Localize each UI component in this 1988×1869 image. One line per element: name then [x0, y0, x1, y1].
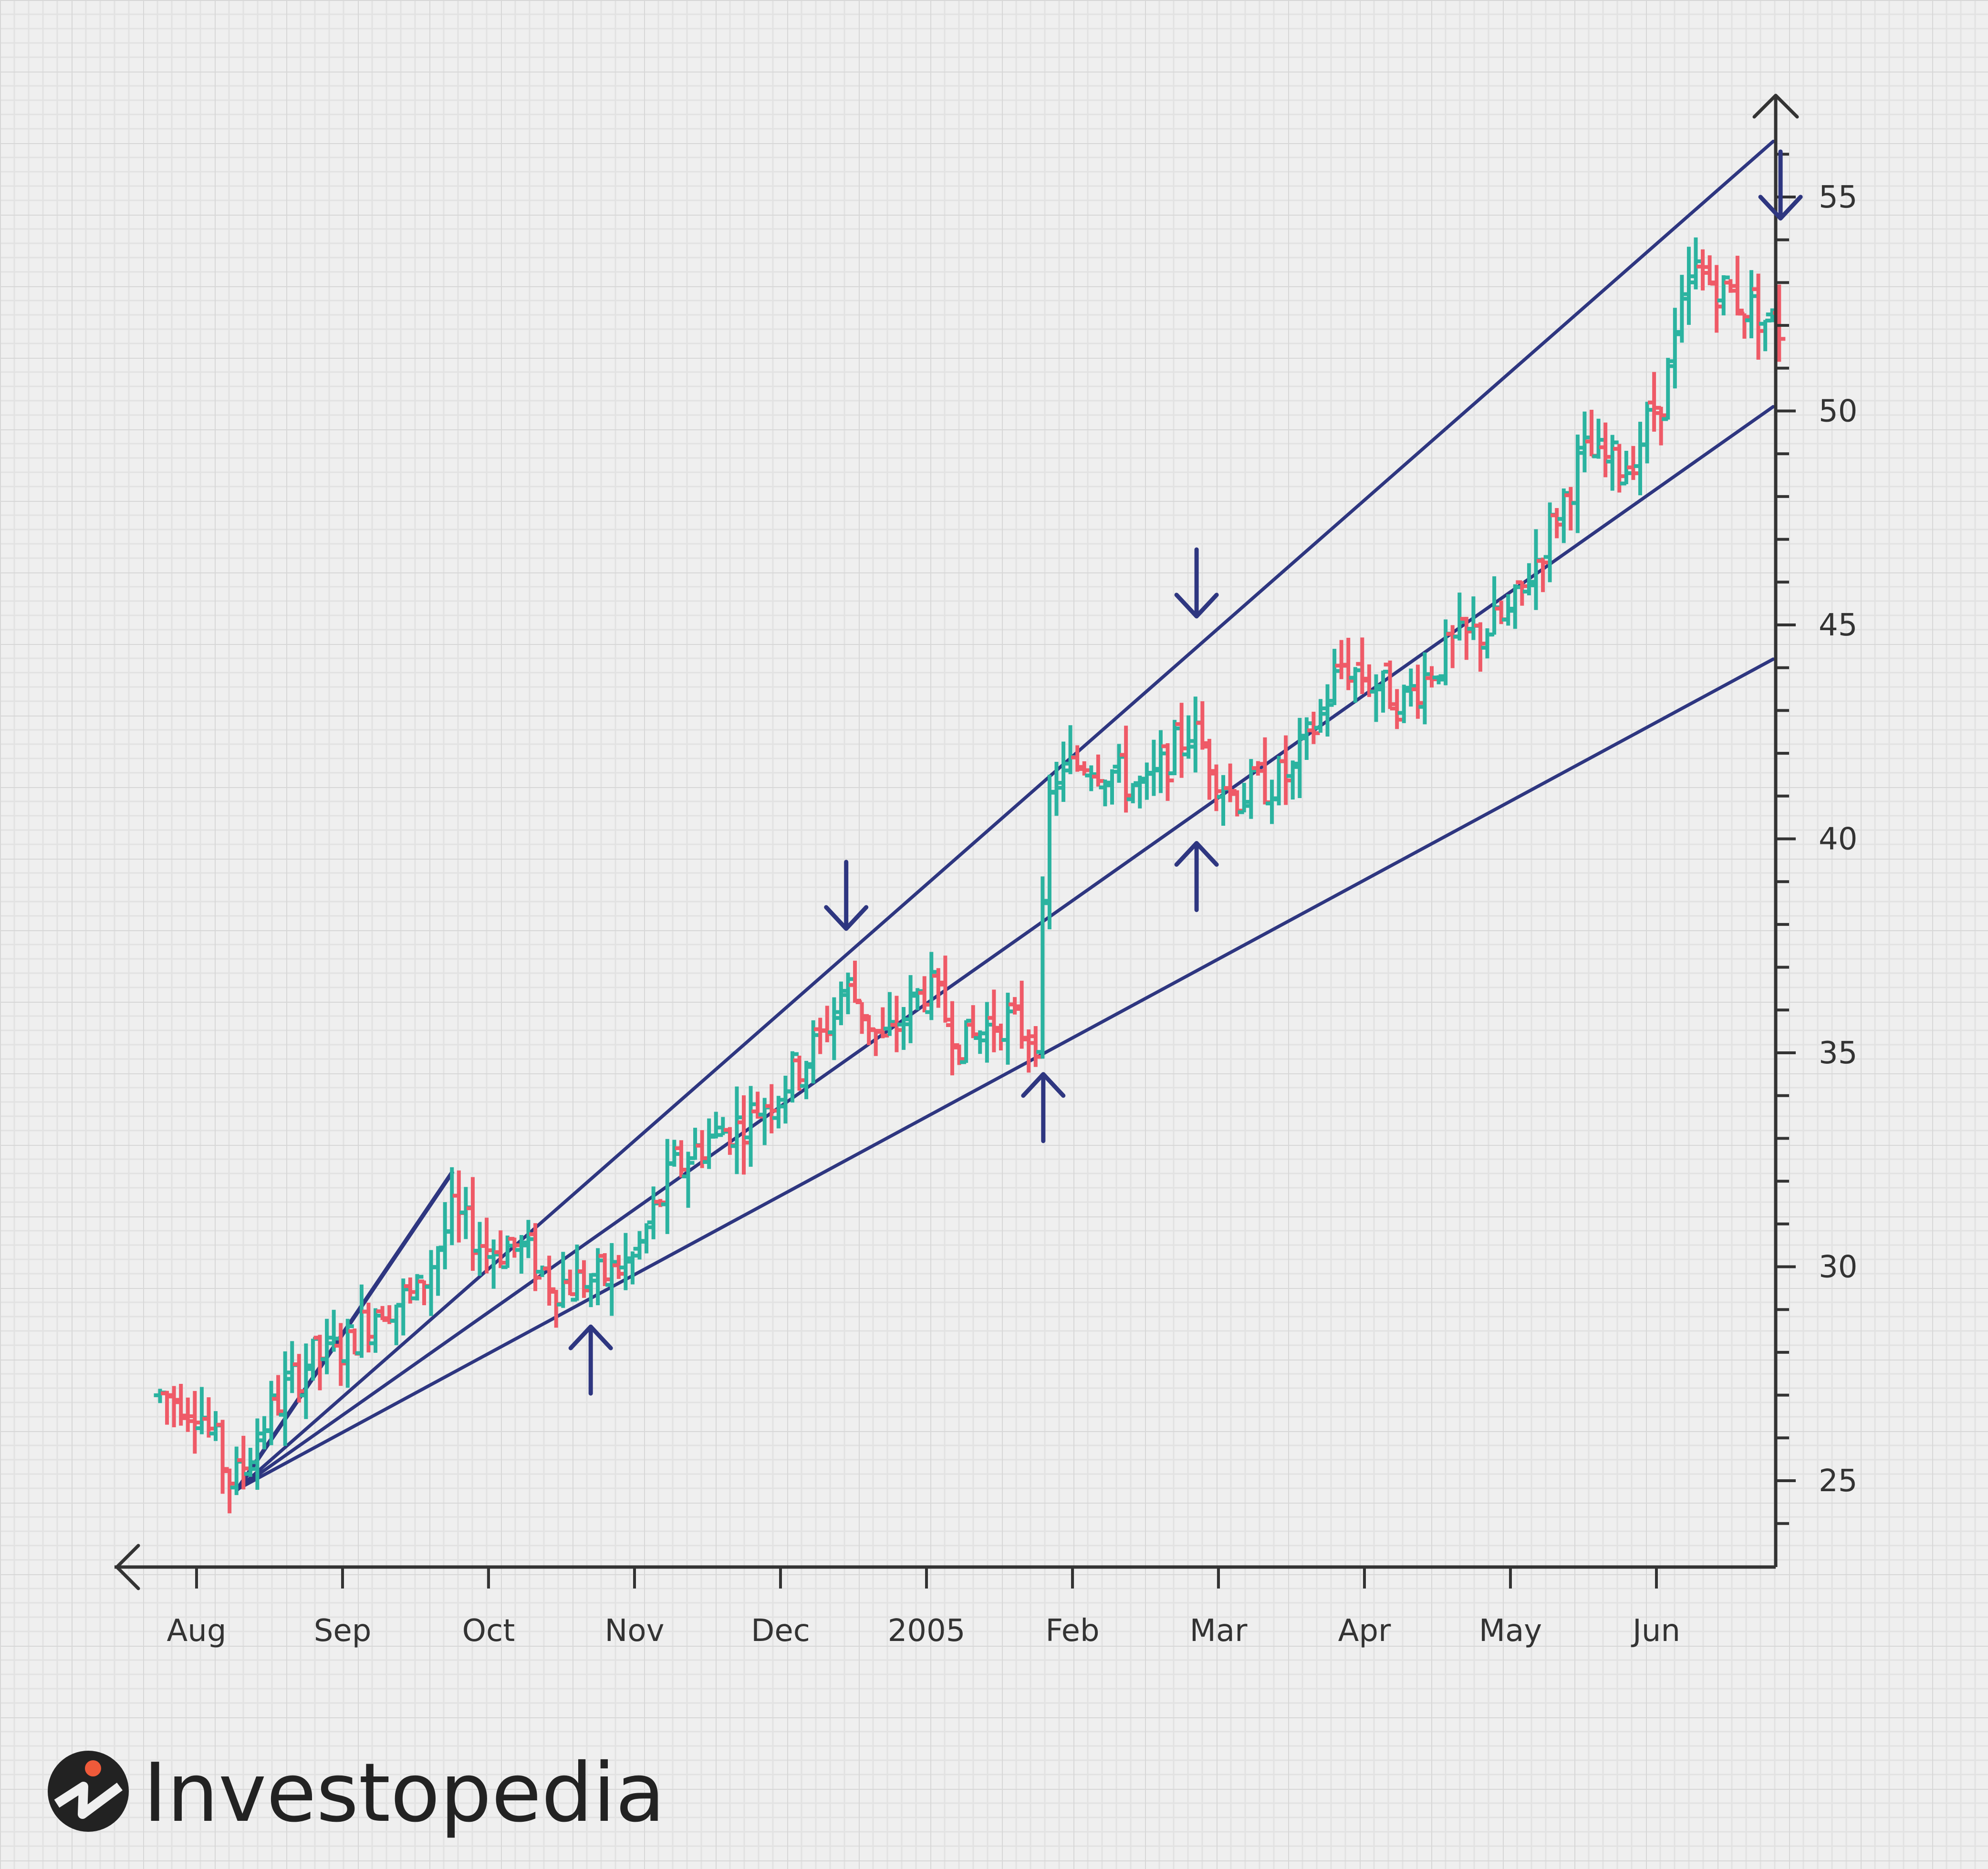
y-tick-label: 50: [1819, 394, 1857, 429]
y-tick-label: 35: [1819, 1036, 1857, 1071]
markers: [568, 149, 1803, 1396]
ohlc-bar-91: [786, 1051, 799, 1103]
arrow-down-icon: [824, 860, 869, 931]
x-axis-arrow-icon: [115, 1544, 140, 1590]
y-tick-label: 40: [1819, 822, 1857, 857]
ohlc-bar-225: [1717, 275, 1730, 316]
axes: 25 30 35 40 45 50 55 Aug Sep Oct Nov Dec 2005 Feb Mar A…: [114, 93, 1857, 1649]
arrow-head: [1174, 841, 1219, 867]
logo-mark-icon: [48, 1751, 129, 1832]
arrow-up-icon: [1021, 1072, 1066, 1143]
y-tick-label: 30: [1819, 1250, 1857, 1285]
y-tick-label: 55: [1819, 180, 1857, 215]
fan-line-1: [235, 1170, 454, 1492]
x-tick-label: Mar: [1190, 1613, 1248, 1649]
arrow-head: [1174, 592, 1219, 619]
x-tick-label: Nov: [605, 1613, 665, 1649]
ohlc-bar-54: [529, 1223, 542, 1291]
arrow-up-icon: [568, 1324, 613, 1396]
ohlc-bar-209: [1606, 435, 1619, 491]
x-tick-label: 2005: [888, 1613, 966, 1649]
logo-dot-icon: [85, 1760, 101, 1776]
x-tick-label: Apr: [1338, 1613, 1391, 1649]
price-bars: [154, 237, 1786, 1514]
brand-name: Investopedia: [143, 1746, 665, 1840]
y-tick-label: 45: [1819, 608, 1857, 643]
ohlc-bar-37: [411, 1274, 424, 1301]
x-tick-label: Jun: [1631, 1613, 1680, 1649]
fan-line-4: [236, 657, 1775, 1491]
ohlc-bar-166: [1307, 712, 1320, 744]
x-tick-label: May: [1479, 1613, 1542, 1649]
arrow-down-icon: [1174, 547, 1219, 619]
x-tick-label: Aug: [167, 1613, 227, 1649]
x-tick-label: Dec: [751, 1613, 810, 1649]
investopedia-logo: Investopedia: [48, 1746, 665, 1840]
arrow-head: [1021, 1072, 1066, 1098]
arrow-head: [568, 1324, 613, 1350]
arrow-head: [1758, 195, 1803, 221]
arrow-down-icon: [1758, 149, 1803, 221]
ohlc-bar-56: [543, 1256, 556, 1306]
logo-stroke-icon: [54, 1782, 123, 1819]
y-tick-label: 25: [1819, 1464, 1857, 1499]
ohlc-bar-227: [1731, 256, 1744, 316]
arrow-head: [824, 905, 869, 931]
ohlc-bar-27: [341, 1319, 354, 1388]
x-tick-label: Sep: [314, 1613, 372, 1649]
x-tick-label: Feb: [1045, 1613, 1099, 1649]
x-tick-label: Oct: [462, 1613, 515, 1649]
ohlc-bar-76: [682, 1152, 695, 1208]
ohlc-bar-145: [1161, 743, 1174, 801]
arrow-up-icon: [1174, 841, 1219, 912]
y-axis-arrow-icon: [1752, 93, 1799, 119]
